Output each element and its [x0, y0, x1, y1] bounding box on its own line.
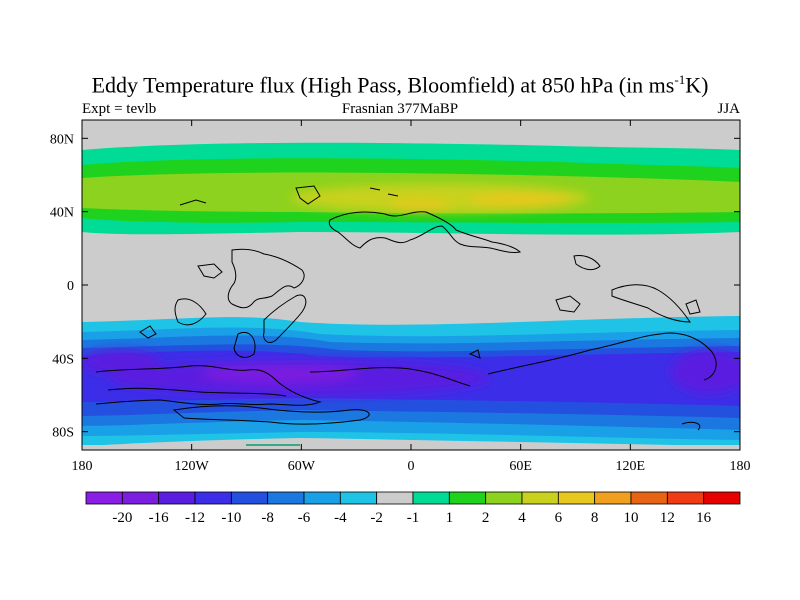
legend-swatch — [448, 491, 487, 505]
y-tick-label: 40S — [52, 352, 74, 367]
legend-label: -8 — [261, 510, 274, 526]
legend-swatch — [121, 491, 160, 505]
x-tick-label: 180 — [730, 459, 751, 474]
legend-swatch — [521, 491, 559, 505]
map-title: Eddy Temperature flux (High Pass, Bloomf… — [91, 72, 709, 98]
color-legend: -20 -16 -12 -10 -8 -6 -4 -2 -1 1 2 4 6 8 10 12 16 — [85, 491, 741, 526]
legend-label: -12 — [185, 510, 205, 526]
legend-swatch — [339, 491, 378, 505]
legend-label: 6 — [555, 510, 563, 526]
legend-swatch — [303, 491, 341, 505]
legend-swatch — [376, 491, 414, 505]
coastlines — [95, 185, 717, 431]
y-tick-label: 40N — [50, 206, 74, 221]
x-tick-label: 0 — [408, 459, 415, 474]
x-tick-label: 120W — [175, 459, 210, 474]
period-label: Frasnian 377MaBP — [341, 101, 459, 117]
legend-label: -20 — [112, 510, 132, 526]
legend-label: -2 — [370, 510, 383, 526]
legend-label: 8 — [591, 510, 599, 526]
y-tick-label: 80S — [52, 426, 74, 441]
legend-swatch — [557, 491, 596, 505]
legend-swatch — [666, 491, 705, 505]
legend-swatch — [485, 491, 523, 505]
legend-swatch — [594, 491, 632, 505]
southern-flux-band — [82, 316, 740, 446]
legend-swatch — [267, 491, 305, 505]
legend-label: -6 — [298, 510, 311, 526]
legend-label: 2 — [482, 510, 490, 526]
x-axis: 180 120W 60W 0 60E 120E 180 — [72, 120, 751, 474]
legend-swatch — [230, 491, 269, 505]
season-label: JJA — [717, 101, 740, 117]
legend-label: 1 — [446, 510, 454, 526]
legend-label: -4 — [334, 510, 347, 526]
legend-label: 12 — [660, 510, 675, 526]
legend-label: 4 — [518, 510, 526, 526]
y-axis: 80N 40N 0 40S 80S — [50, 132, 740, 441]
legend-label: -1 — [407, 510, 420, 526]
legend-swatch — [85, 491, 123, 505]
y-tick-label: 80N — [50, 132, 74, 147]
x-tick-label: 120E — [616, 459, 646, 474]
legend-swatch — [703, 491, 741, 505]
experiment-label: Expt = tevlb — [82, 101, 157, 117]
legend-swatch — [158, 491, 196, 505]
legend-label: -10 — [221, 510, 241, 526]
y-tick-label: 0 — [67, 279, 74, 294]
legend-label: 16 — [696, 510, 712, 526]
legend-label: -16 — [149, 510, 169, 526]
x-tick-label: 60E — [509, 459, 532, 474]
legend-swatch — [194, 491, 232, 505]
x-tick-label: 60W — [288, 459, 316, 474]
northern-flux-band — [82, 142, 740, 235]
x-tick-label: 180 — [72, 459, 93, 474]
map-plot-area — [82, 120, 740, 450]
legend-swatch — [412, 491, 450, 505]
legend-swatch — [630, 491, 668, 505]
legend-label: 10 — [624, 510, 639, 526]
